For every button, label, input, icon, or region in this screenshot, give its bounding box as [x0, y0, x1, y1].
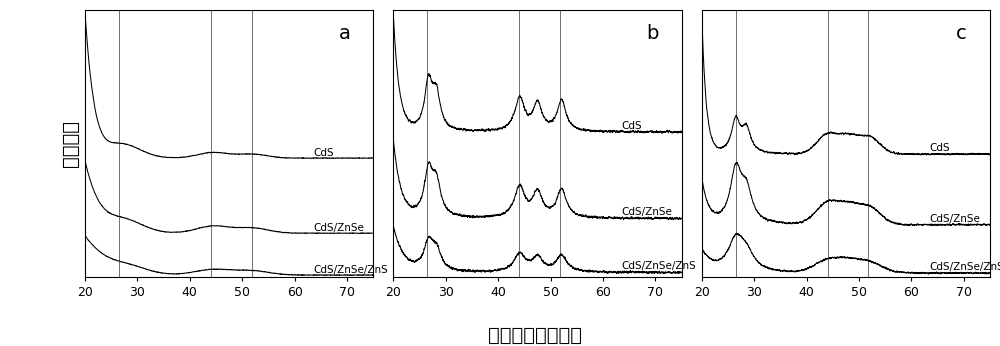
Text: CdS/ZnSe/ZnS: CdS/ZnSe/ZnS	[930, 262, 1000, 272]
Text: CdS/ZnSe/ZnS: CdS/ZnSe/ZnS	[621, 261, 696, 271]
Text: CdS: CdS	[621, 120, 642, 130]
Text: CdS/ZnSe/ZnS: CdS/ZnSe/ZnS	[313, 265, 388, 275]
Text: c: c	[956, 24, 967, 43]
Text: CdS/ZnSe: CdS/ZnSe	[930, 213, 981, 224]
Text: b: b	[647, 24, 659, 43]
Text: a: a	[338, 24, 350, 43]
Text: 二倍衍射角（度）: 二倍衍射角（度）	[488, 326, 582, 345]
Text: CdS: CdS	[930, 143, 950, 153]
Text: CdS/ZnSe: CdS/ZnSe	[621, 207, 672, 217]
Y-axis label: 相对强度: 相对强度	[60, 120, 79, 167]
Text: CdS: CdS	[313, 148, 334, 157]
Text: CdS/ZnSe: CdS/ZnSe	[313, 223, 364, 233]
